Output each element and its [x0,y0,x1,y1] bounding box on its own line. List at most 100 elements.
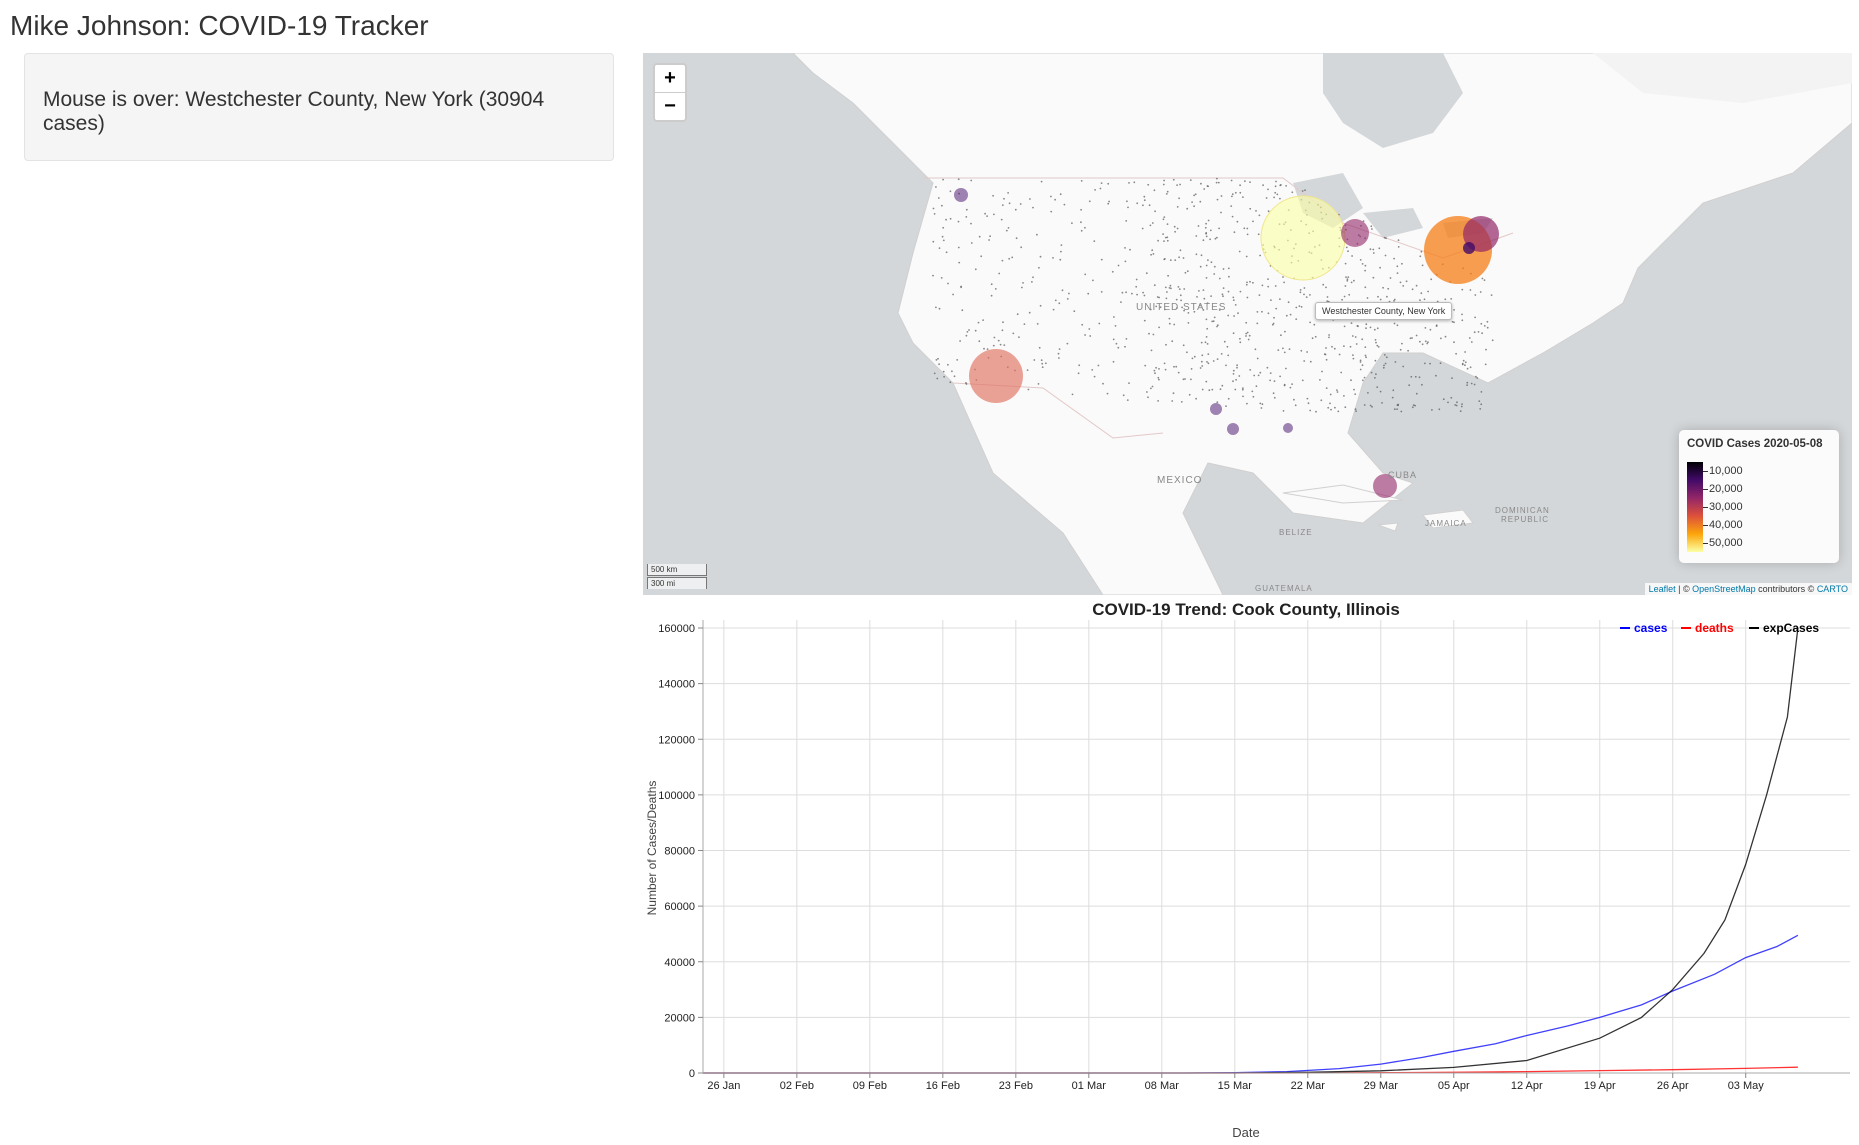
county-dot[interactable] [1195,253,1198,256]
county-dot[interactable] [1431,409,1433,411]
county-dot[interactable] [1059,193,1062,196]
county-dot[interactable] [1190,378,1192,381]
county-dot[interactable] [1112,360,1115,363]
county-dot[interactable] [1005,229,1008,232]
county-dot[interactable] [1309,321,1311,324]
county-dot[interactable] [1478,400,1481,402]
county-dot[interactable] [1152,253,1155,255]
county-dot[interactable] [1054,299,1057,302]
county-dot[interactable] [1273,380,1276,382]
county-dot[interactable] [1054,198,1056,201]
county-dot[interactable] [1350,322,1353,324]
county-dot[interactable] [1255,210,1257,212]
county-dot[interactable] [1232,373,1235,375]
county-dot[interactable] [1087,292,1090,295]
county-dot[interactable] [1242,395,1244,398]
county-dot[interactable] [1257,233,1260,236]
county-dot[interactable] [1249,181,1251,184]
county-dot[interactable] [1350,379,1352,382]
county-dot[interactable] [1246,331,1249,334]
county-dot[interactable] [1259,254,1261,257]
county-dot[interactable] [1345,246,1348,249]
county-dot[interactable] [1106,392,1109,395]
county-dot[interactable] [1114,325,1117,327]
county-dot[interactable] [1060,250,1062,253]
county-dot[interactable] [1273,196,1275,199]
county-dot[interactable] [1274,185,1277,188]
county-dot[interactable] [1084,226,1086,229]
county-dot[interactable] [1205,380,1208,383]
county-dot[interactable] [1294,404,1297,407]
county-dot[interactable] [1460,405,1463,408]
county-dot[interactable] [1012,332,1015,335]
county-dot[interactable] [1303,360,1306,362]
county-dot[interactable] [937,197,940,199]
county-dot[interactable] [1372,252,1375,254]
county-dot[interactable] [1210,261,1213,264]
leaflet-link[interactable]: Leaflet [1648,584,1676,594]
county-dot[interactable] [1239,341,1242,344]
county-dot[interactable] [1158,378,1160,381]
county-dot[interactable] [1152,333,1155,336]
county-dot[interactable] [1028,311,1031,314]
county-dot[interactable] [970,179,973,182]
county-dot[interactable] [1189,179,1192,181]
county-dot[interactable] [937,357,939,360]
county-dot[interactable] [1213,265,1216,268]
county-dot[interactable] [1157,400,1159,402]
county-dot[interactable] [1474,294,1477,296]
county-dot[interactable] [1003,344,1006,346]
county-dot[interactable] [1341,298,1343,301]
county-dot[interactable] [1037,383,1040,385]
county-dot[interactable] [1078,364,1081,367]
county-dot[interactable] [1427,290,1429,293]
county-dot[interactable] [1207,259,1209,261]
county-dot[interactable] [1142,204,1144,207]
county-dot[interactable] [1125,291,1127,294]
county-dot[interactable] [1218,309,1221,311]
county-dot[interactable] [1444,335,1447,338]
county-dot[interactable] [1301,190,1304,192]
county-dot[interactable] [1262,184,1264,187]
county-dot[interactable] [1153,369,1156,372]
county-dot[interactable] [958,261,961,264]
county-dot[interactable] [1411,406,1414,409]
county-dot[interactable] [1323,353,1326,356]
county-dot[interactable] [1304,189,1306,192]
county-dot[interactable] [1071,222,1073,225]
county-dot[interactable] [1384,362,1387,365]
county-dot[interactable] [1168,322,1171,325]
county-dot[interactable] [1163,258,1166,261]
county-dot[interactable] [1383,354,1386,356]
county-dot[interactable] [1254,348,1257,351]
county-dot[interactable] [1359,361,1362,363]
county-dot[interactable] [1246,402,1248,405]
county-dot[interactable] [1186,270,1189,273]
county-dot[interactable] [932,207,935,210]
cook-county-marker[interactable] [1260,195,1346,281]
county-dot[interactable] [1393,408,1396,411]
county-dot[interactable] [1112,338,1115,341]
county-dot[interactable] [1204,226,1207,229]
county-dot[interactable] [942,178,944,181]
county-dot[interactable] [1283,281,1285,284]
county-dot[interactable] [1202,309,1205,311]
county-dot[interactable] [1071,393,1074,396]
county-dot[interactable] [983,347,985,350]
county-dot[interactable] [1212,360,1215,362]
county-dot[interactable] [1410,375,1413,378]
county-dot[interactable] [957,220,960,223]
county-dot[interactable] [1411,337,1413,339]
county-dot[interactable] [1077,372,1080,375]
county-dot[interactable] [1274,191,1277,194]
county-dot[interactable] [1050,210,1053,213]
county-dot[interactable] [1029,198,1031,200]
county-dot[interactable] [1126,200,1128,203]
county-dot[interactable] [1258,214,1261,217]
county-dot[interactable] [1252,220,1254,223]
county-dot[interactable] [1191,357,1194,360]
county-dot[interactable] [1165,343,1167,346]
county-dot[interactable] [1166,223,1169,226]
county-dot[interactable] [1227,397,1230,400]
county-dot[interactable] [1462,359,1465,362]
